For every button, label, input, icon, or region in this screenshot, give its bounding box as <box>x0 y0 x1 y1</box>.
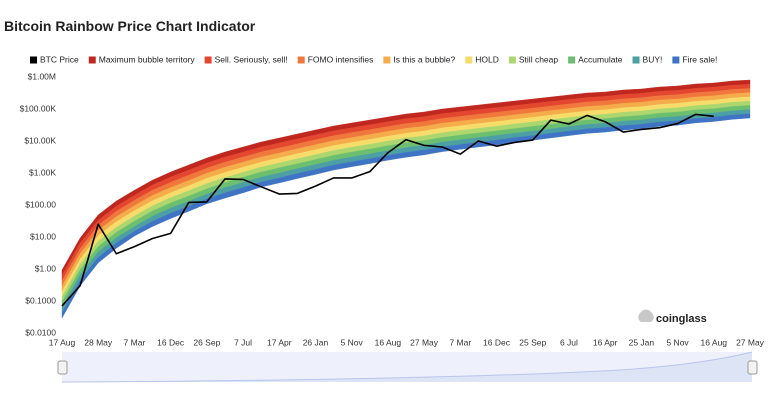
watermark: coinglass <box>638 309 707 325</box>
axes: $0.0100 $0.1000 $1.00 $10.00 $100.00 $1.00K $1… <box>20 71 765 347</box>
x-tick-label: 26 Sep <box>193 337 220 347</box>
x-tick-label: 17 Apr <box>267 337 292 347</box>
legend-label: Maximum bubble territory <box>99 54 196 64</box>
x-tick-label: 28 May <box>84 337 113 347</box>
legend-swatch <box>30 56 37 64</box>
legend-label: BUY! <box>643 54 663 64</box>
legend: BTC Price Maximum bubble territory Sell. S… <box>30 54 717 64</box>
navigator-area <box>62 352 752 382</box>
y-tick-label: $1.00 <box>35 263 57 273</box>
range-navigator <box>57 351 758 383</box>
legend-label: FOMO intensifies <box>308 54 374 64</box>
chart-title: Bitcoin Rainbow Price Chart Indicator <box>4 18 256 34</box>
y-tick-label: $10.00K <box>24 135 56 145</box>
x-tick-label: 25 Jan <box>629 337 655 347</box>
x-tick-label: 26 Jan <box>303 337 329 347</box>
x-tick-label: 5 Nov <box>341 337 364 347</box>
watermark-icon <box>638 309 654 322</box>
bands <box>61 79 751 319</box>
x-tick-label: 25 Sep <box>519 337 546 347</box>
y-tick-label: $1.00K <box>29 167 56 177</box>
y-tick-label: $0.0100 <box>25 327 56 337</box>
navigator-line <box>61 351 753 383</box>
x-tick-label: 27 May <box>410 337 439 347</box>
legend-label: Still cheap <box>519 54 558 64</box>
x-tick-label: 7 Jul <box>234 337 252 347</box>
x-tick-label: 5 Nov <box>666 337 689 347</box>
y-tick-label: $100.00K <box>20 103 57 113</box>
y-tick-label: $100.00 <box>25 199 56 209</box>
legend-swatch <box>383 56 391 64</box>
x-tick-label: 7 Mar <box>124 337 146 347</box>
watermark-text: coinglass <box>656 313 707 325</box>
y-tick-label: $0.1000 <box>25 295 56 305</box>
x-tick-label: 16 Aug <box>375 337 402 347</box>
legend-swatch <box>204 56 212 64</box>
price-line <box>61 113 714 307</box>
x-tick-label: 16 Apr <box>593 337 618 347</box>
legend-swatch <box>88 56 96 64</box>
x-tick-label: 16 Dec <box>483 337 511 347</box>
rainbow-band <box>61 113 751 319</box>
legend-swatch <box>632 56 640 64</box>
x-tick-label: 16 Aug <box>701 337 728 347</box>
legend-swatch <box>465 56 473 64</box>
legend-label: BTC Price <box>40 54 79 64</box>
navigator-handle-right[interactable] <box>747 360 758 375</box>
legend-label: Fire sale! <box>682 54 717 64</box>
legend-label: HOLD <box>475 54 499 64</box>
x-tick-label: 6 Jul <box>560 337 578 347</box>
legend-label: Sell. Seriously, sell! <box>215 54 288 64</box>
legend-label: Is this a bubble? <box>393 54 455 64</box>
x-tick-label: 16 Dec <box>157 337 185 347</box>
y-tick-label: $10.00 <box>30 231 56 241</box>
navigator-handle-left[interactable] <box>57 360 68 375</box>
x-tick-label: 27 May <box>736 337 765 347</box>
x-tick-label: 7 Mar <box>449 337 471 347</box>
lines <box>61 113 714 307</box>
x-tick-label: 17 Aug <box>49 337 76 347</box>
legend-label: Accumulate <box>578 54 623 64</box>
legend-swatch <box>508 56 516 64</box>
legend-swatch <box>672 56 680 64</box>
y-tick-label: $1.00M <box>28 71 56 81</box>
legend-swatch <box>568 56 576 64</box>
legend-swatch <box>297 56 305 64</box>
